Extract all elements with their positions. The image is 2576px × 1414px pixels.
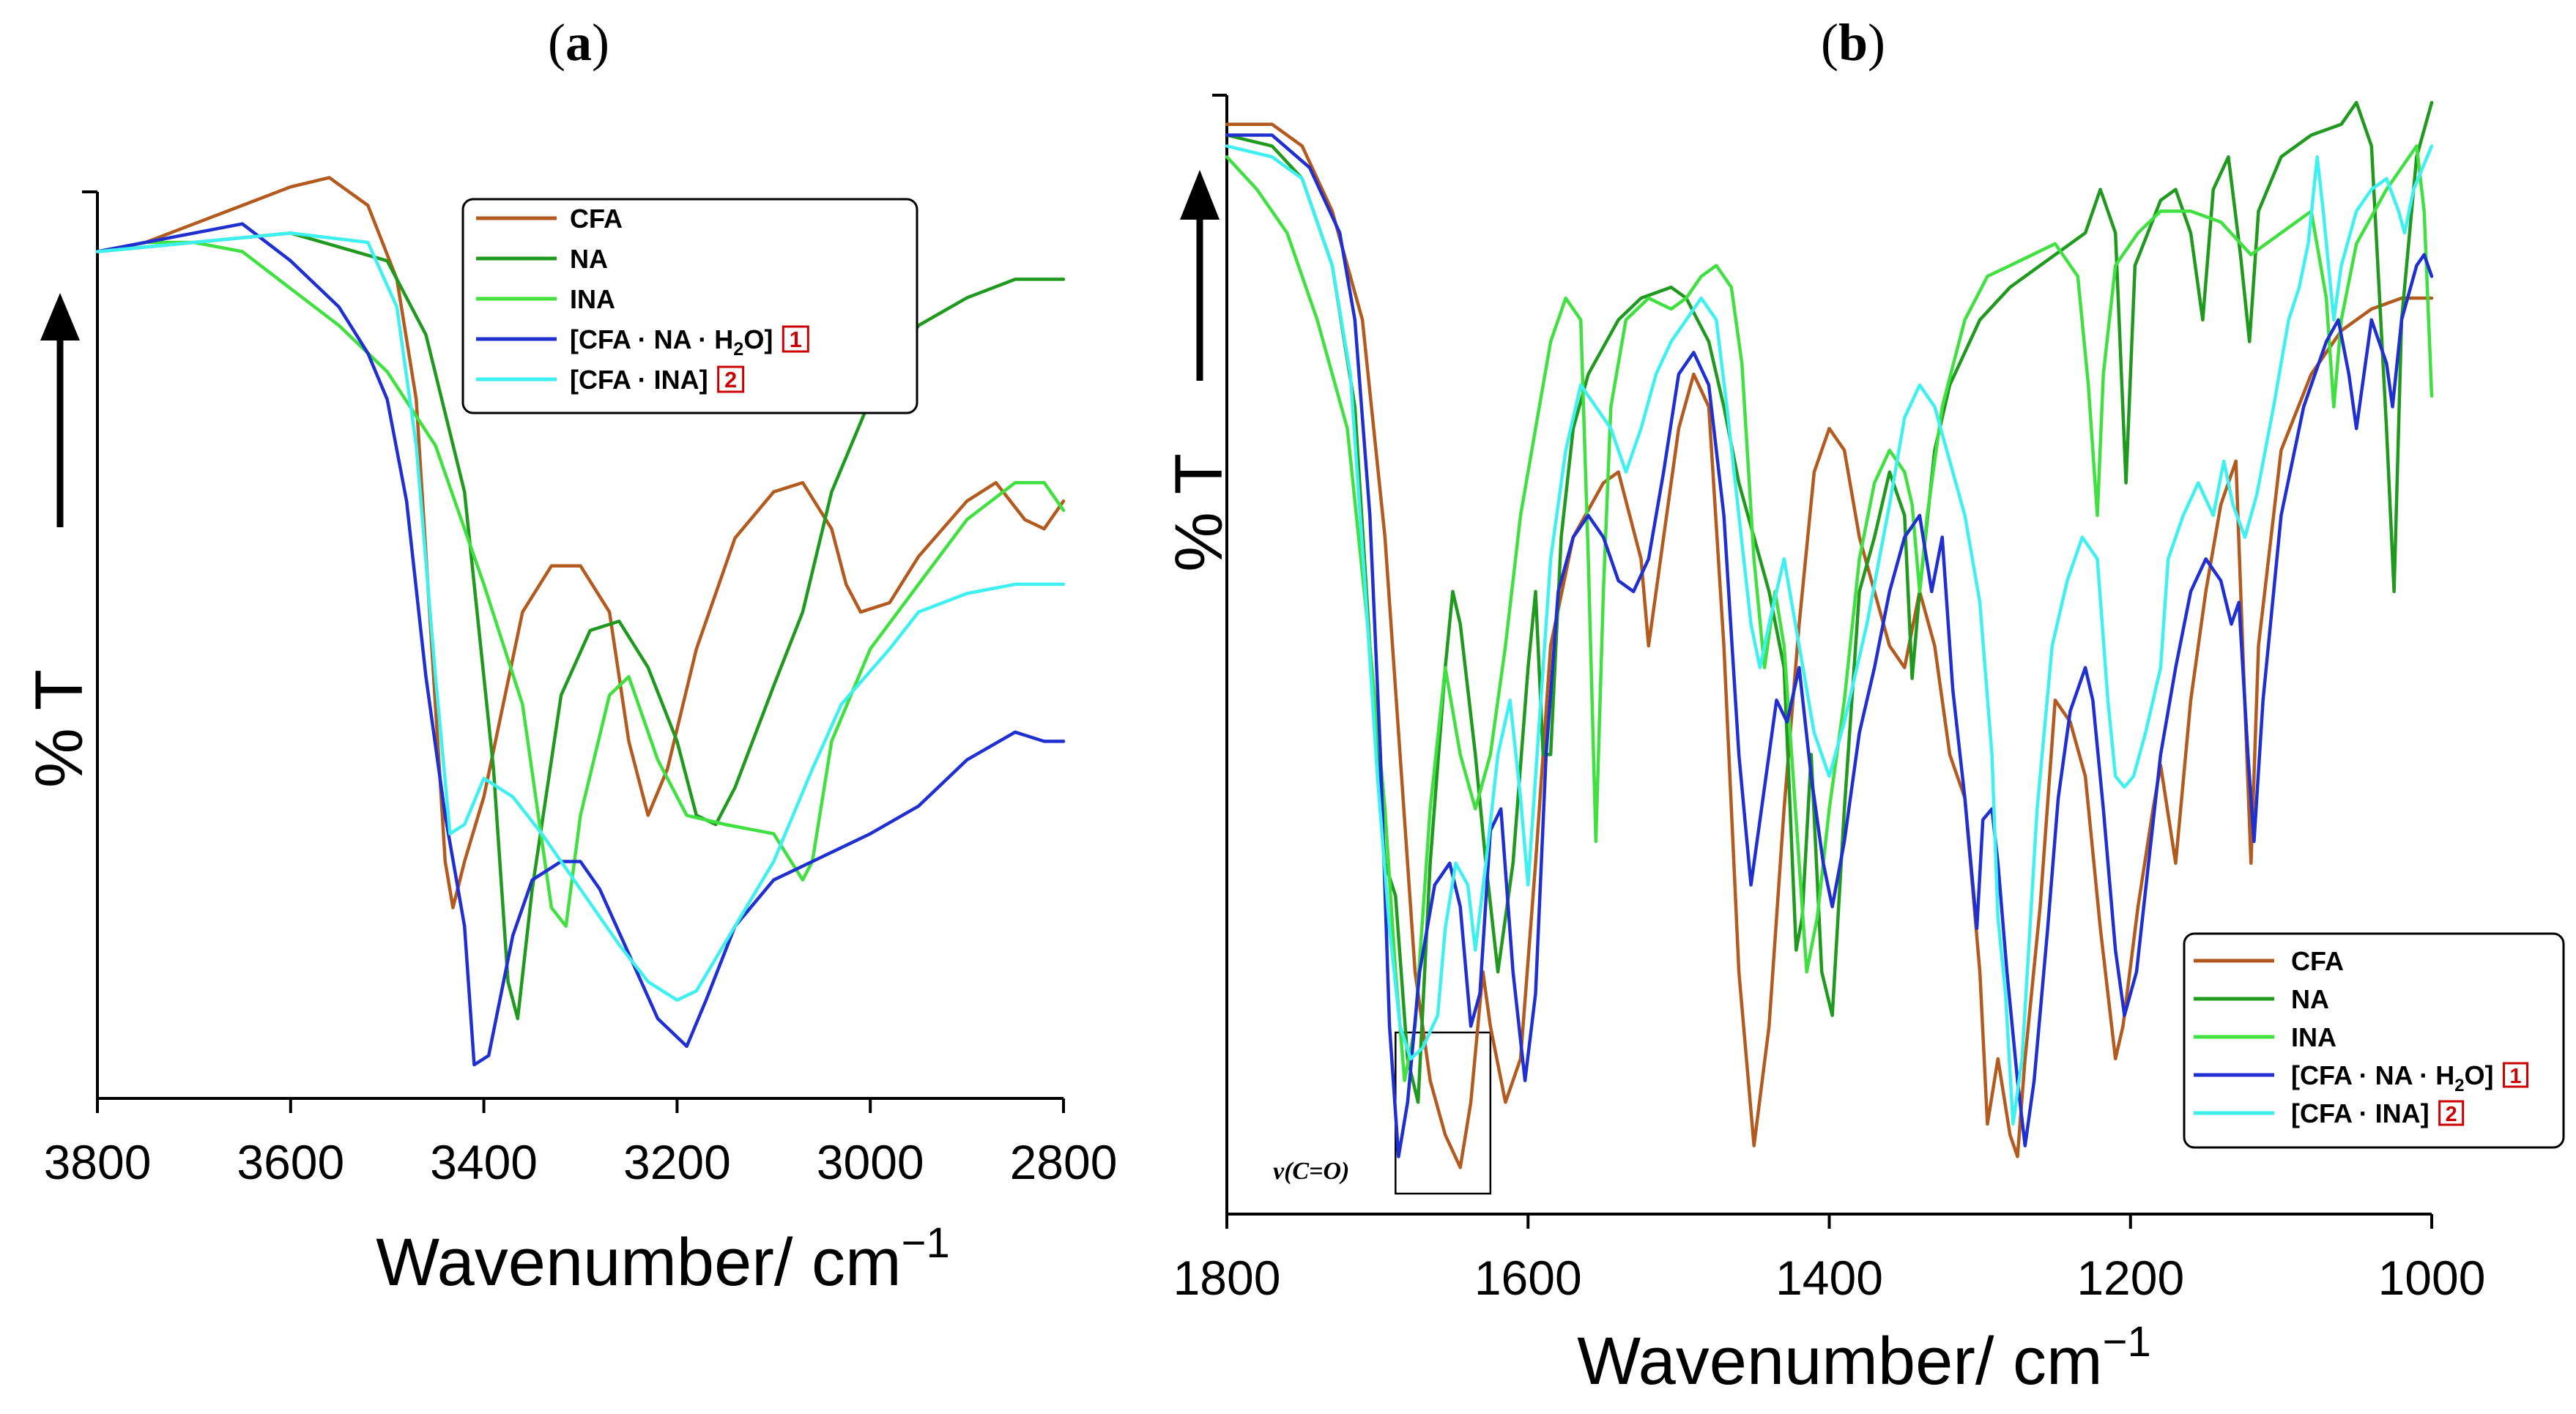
panel-b-series: [1225, 100, 2434, 1169]
panel-a-x-ticks: 3800 3600 3400 3200 3000 2800: [44, 1098, 1118, 1189]
panel-a-series: [95, 176, 1066, 1067]
panel-b-x-ticks: 1800 1600 1400 1200 1000: [1173, 1214, 2486, 1305]
panel-a-title-open: (: [548, 13, 565, 72]
panel-b-x-tick-label-1400: 1400: [1775, 1251, 1883, 1305]
panel-b-title-open: (: [1821, 13, 1838, 72]
panel-a-legend-label-cfa-na-h2o: [CFA · NA · H2O]: [570, 324, 773, 360]
panel-a-legend-label-na: NA: [570, 244, 608, 274]
panel-b-line-ina: [1225, 144, 2434, 1082]
panel-a-x-label-base: Wavenumber/ cm: [376, 1225, 901, 1300]
panel-b-legend-label-cfa: CFA: [2291, 946, 2344, 976]
panel-b-legend-box-label-1: 1: [2510, 1065, 2522, 1088]
panel-a-x-label-sup: −1: [902, 1219, 950, 1267]
panel-a-y-label: % T: [22, 669, 97, 788]
panel-a-x-label: Wavenumber/ cm−1: [376, 1219, 950, 1300]
panel-b-x-label-base: Wavenumber/ cm: [1577, 1324, 2102, 1399]
panel-a-title: (a): [548, 13, 609, 72]
panel-a-legend-box-1: [782, 325, 809, 353]
panel-b-line-cfa-ina: [1225, 144, 2434, 1126]
panel-a-y-arrow: [40, 293, 80, 527]
panel-b-x-tick-label-1800: 1800: [1173, 1251, 1281, 1305]
panel-a-x-tick-label-3600: 3600: [237, 1135, 344, 1189]
carbonyl-annotation-nu: ν(C=O): [1273, 1158, 1349, 1185]
panel-a-x-tick-label-3000: 3000: [817, 1135, 924, 1189]
panel-a-legend-box-2: [717, 365, 745, 393]
panel-b-title: (b): [1821, 13, 1885, 72]
panel-b-legend-box-label-2: 2: [2446, 1103, 2457, 1126]
panel-b-legend: CFA NA INA [CFA · NA · H2O] 1 [CFA · INA] 2: [2183, 932, 2565, 1149]
panel-a-x-tick-label-2800: 2800: [1010, 1135, 1118, 1189]
panel-a-title-letter: a: [565, 13, 592, 72]
panel-a-x-tick-label-3200: 3200: [623, 1135, 731, 1189]
panel-b-x-tick-label-1200: 1200: [2076, 1251, 2184, 1305]
panel-a: (a) % T 3800 3600 3400 3200 3000 2800 Wavenum…: [22, 13, 1117, 1300]
panel-b-title-close: ): [1868, 13, 1885, 72]
panel-b: (b) % T 1800 1600 1400 1200 1000 ν(C=O) Wave…: [1162, 13, 2565, 1399]
panel-b-x-label: Wavenumber/ cm−1: [1577, 1318, 2151, 1399]
panel-b-line-cfa-na-h2o: [1225, 133, 2434, 1158]
panel-b-legend-label-cfa-ina: [CFA · INA]: [2291, 1098, 2430, 1128]
panel-a-line-na: [95, 231, 1066, 1021]
panel-a-x-tick-label-3400: 3400: [430, 1135, 538, 1189]
panel-b-legend-box-2: [2438, 1100, 2465, 1126]
panel-a-line-cfa-ina: [95, 231, 1066, 1002]
panel-a-legend: CFA NA INA [CFA · NA · H2O] 1 [CFA · INA] 2: [461, 198, 918, 414]
panel-a-legend-label-cfa: CFA: [570, 204, 623, 234]
panel-a-legend-box-label-2: 2: [724, 368, 737, 392]
panel-b-x-tick-label-1000: 1000: [2378, 1251, 2486, 1305]
panel-a-x-tick-label-3800: 3800: [44, 1135, 152, 1189]
panel-b-legend-entries: CFA NA INA [CFA · NA · H2O] 1 [CFA · INA] 2: [2194, 946, 2529, 1128]
panel-b-x-tick-label-1600: 1600: [1474, 1251, 1582, 1305]
panel-a-legend-box-label-1: 1: [790, 327, 802, 352]
panel-b-legend-label-cfa-na-h2o: [CFA · NA · H2O]: [2291, 1060, 2494, 1095]
panel-b-legend-box-1: [2503, 1062, 2529, 1088]
panel-b-y-arrow: [1180, 170, 1220, 381]
panel-a-legend-entries: CFA NA INA [CFA · NA · H2O] 1 [CFA · INA] 2: [476, 204, 809, 395]
carbonyl-annotation-label: ν(C=O): [1273, 1158, 1349, 1185]
panel-a-title-close: ): [592, 13, 609, 72]
panel-a-legend-label-ina: INA: [570, 284, 615, 314]
panel-b-legend-label-ina: INA: [2291, 1022, 2336, 1052]
panel-a-line-ina: [95, 240, 1066, 929]
panel-a-line-cfa: [95, 176, 1066, 909]
panel-b-legend-frame: [2183, 932, 2565, 1149]
panel-b-y-label: % T: [1162, 453, 1236, 572]
panel-b-annotation: ν(C=O): [1273, 1031, 1492, 1195]
panel-b-legend-label-na: NA: [2291, 984, 2329, 1014]
panel-b-line-na: [1225, 100, 2434, 1104]
panel-a-legend-label-cfa-ina: [CFA · INA]: [570, 365, 708, 395]
panel-b-title-letter: b: [1838, 13, 1868, 72]
panel-a-legend-frame: [461, 198, 918, 414]
panel-b-x-label-sup: −1: [2103, 1318, 2151, 1366]
